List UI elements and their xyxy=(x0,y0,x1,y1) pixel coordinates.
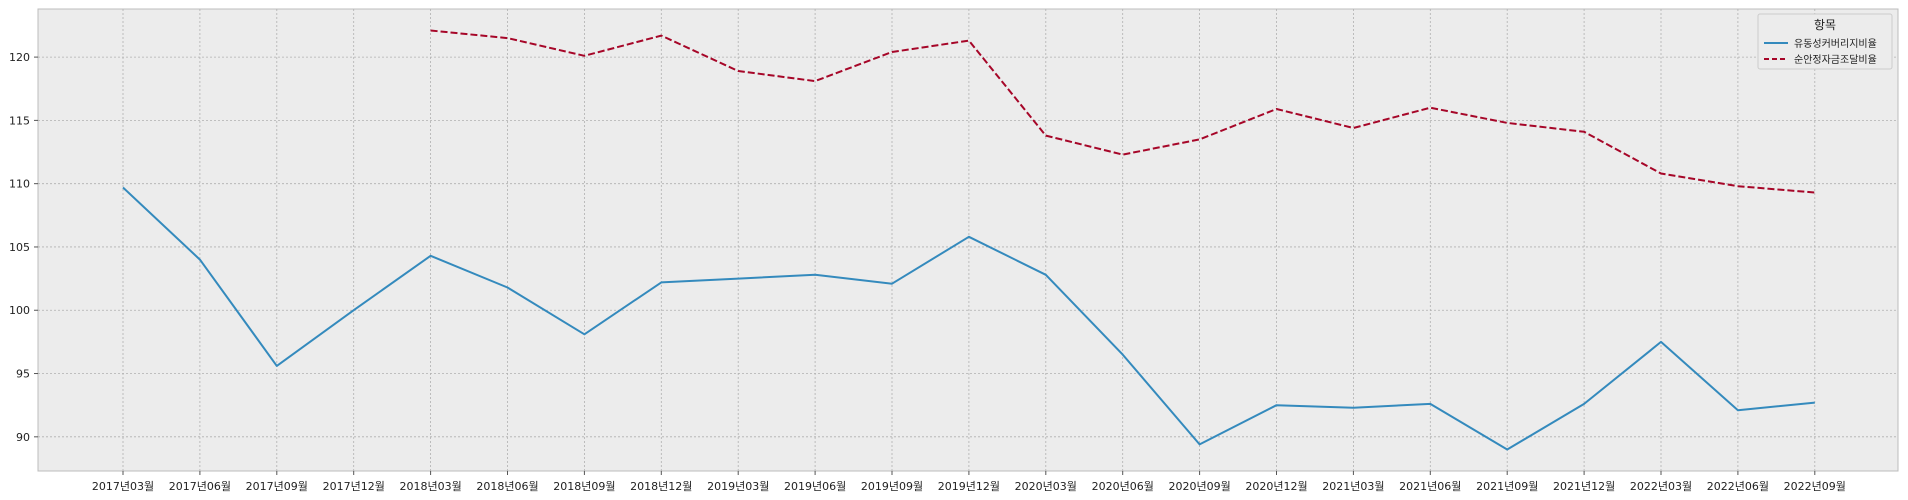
x-tick-label: 2022년06월 xyxy=(1707,480,1769,493)
x-tick-label: 2021년12월 xyxy=(1553,480,1615,493)
x-tick-label: 2019년03월 xyxy=(707,480,769,493)
legend-label-liquidity: 유동성커버리지비율 xyxy=(1794,38,1877,50)
y-tick-label: 100 xyxy=(9,304,30,317)
x-tick-label: 2020년06월 xyxy=(1092,480,1154,493)
x-tick-label: 2017년12월 xyxy=(323,480,385,493)
y-tick-label: 110 xyxy=(9,178,30,191)
x-tick-label: 2017년03월 xyxy=(92,480,154,493)
y-tick-label: 90 xyxy=(16,431,30,444)
legend-label-nsfr: 순안정자금조달비율 xyxy=(1794,54,1877,66)
x-tick-label: 2020년09월 xyxy=(1168,480,1230,493)
series-line-1 xyxy=(430,29,1815,194)
series-lines xyxy=(122,29,1815,451)
x-tick-label: 2022년03월 xyxy=(1630,480,1692,493)
x-tick-label: 2017년09월 xyxy=(246,480,308,493)
legend-box xyxy=(1757,13,1893,70)
x-tick-label: 2018년06월 xyxy=(476,480,538,493)
series-line-0 xyxy=(122,186,1815,451)
legend-title: 항목 xyxy=(1814,18,1836,32)
x-tick-label: 2017년06월 xyxy=(169,480,231,493)
legend: 항목 유동성커버리지비율 순안정자금조달비율 xyxy=(1757,13,1893,70)
x-tick-label: 2018년03월 xyxy=(399,480,461,493)
x-tick-label: 2020년03월 xyxy=(1015,480,1077,493)
x-tick-label: 2019년12월 xyxy=(938,480,1000,493)
x-tick-label: 2022년09월 xyxy=(1784,480,1846,493)
y-tick-label: 95 xyxy=(16,368,30,381)
x-tick-label: 2021년03월 xyxy=(1322,480,1384,493)
x-tick-label: 2021년06월 xyxy=(1399,480,1461,493)
plot-area xyxy=(37,8,1899,472)
x-tick-label: 2018년09월 xyxy=(553,480,615,493)
y-tick-label: 115 xyxy=(9,114,30,127)
y-tick-label: 120 xyxy=(9,51,30,64)
y-axis: 90 95 100 105 110 115 120 xyxy=(9,51,38,444)
x-axis: 2017년03월 2017년06월 2017년09월 2017년12월 2018년03월… xyxy=(92,471,1846,493)
x-tick-label: 2019년09월 xyxy=(861,480,923,493)
x-tick-label: 2021년09월 xyxy=(1476,480,1538,493)
x-tick-label: 2018년12월 xyxy=(630,480,692,493)
y-tick-label: 105 xyxy=(9,241,30,254)
grid xyxy=(38,9,1898,471)
x-tick-label: 2020년12월 xyxy=(1245,480,1307,493)
x-tick-label: 2019년06월 xyxy=(784,480,846,493)
